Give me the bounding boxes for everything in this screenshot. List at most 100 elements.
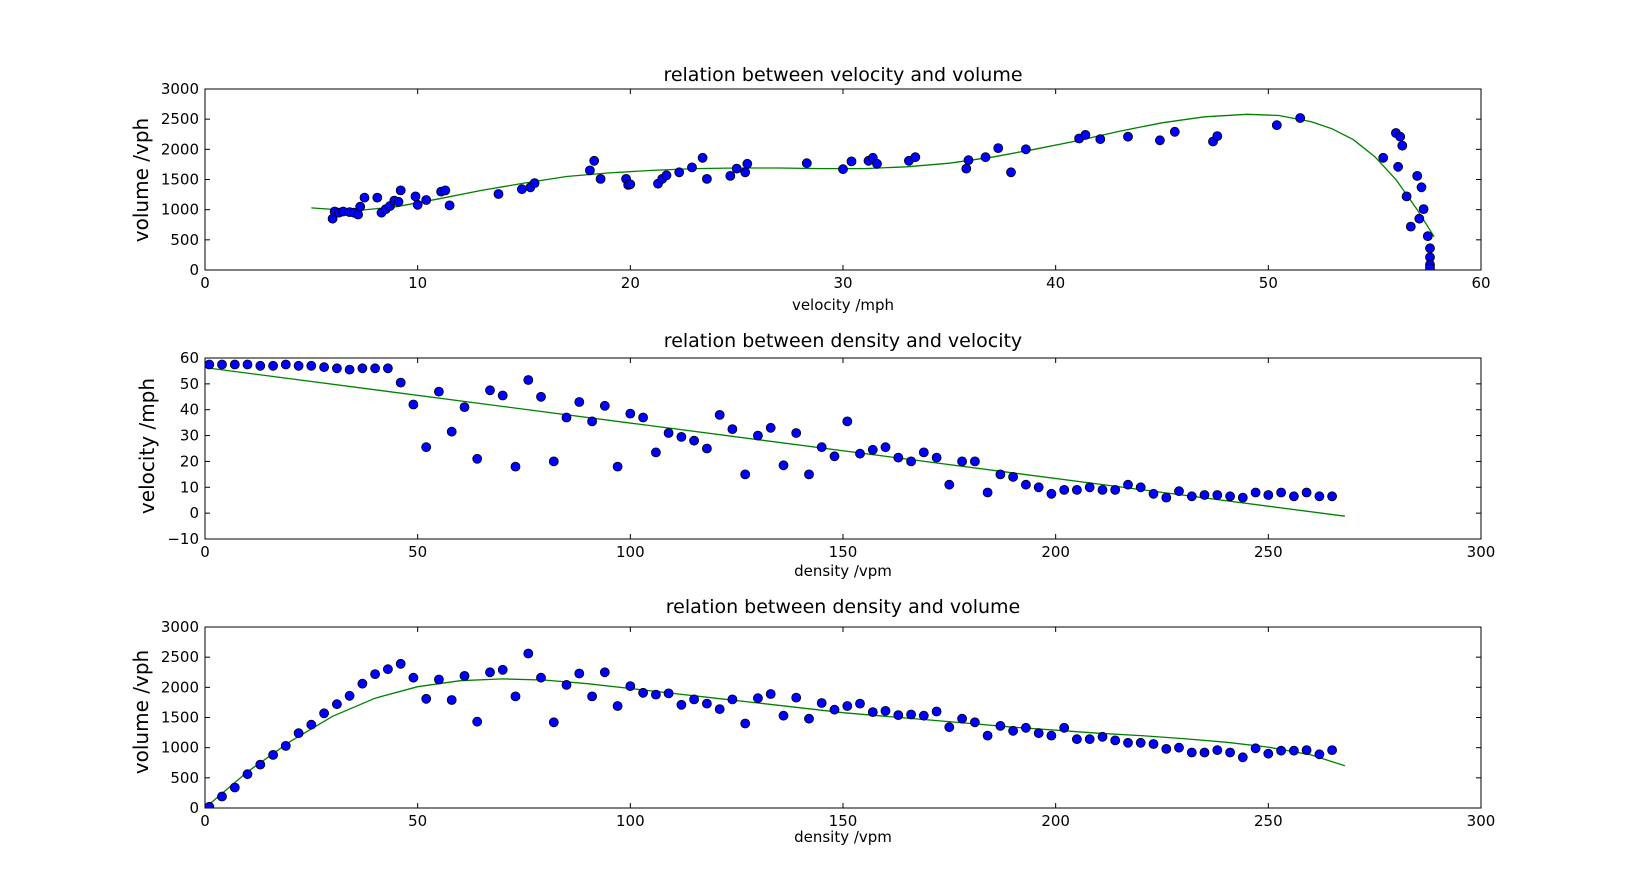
data-point xyxy=(255,360,266,371)
data-point xyxy=(778,460,789,471)
data-point xyxy=(229,782,240,793)
data-point xyxy=(1289,491,1299,502)
data-point xyxy=(585,165,595,176)
y-axis-label: volume /vph xyxy=(129,118,153,242)
data-point xyxy=(1072,484,1082,495)
data-point xyxy=(838,164,848,175)
x-tick-label: 150 xyxy=(829,543,858,561)
data-point xyxy=(816,442,827,453)
data-point xyxy=(459,402,470,413)
y-tick-label: 0 xyxy=(189,504,199,522)
data-point xyxy=(855,448,865,459)
data-point xyxy=(791,692,802,703)
data-point xyxy=(268,360,279,371)
data-point xyxy=(1097,731,1108,742)
data-point xyxy=(1425,263,1435,270)
data-point xyxy=(1148,739,1159,749)
data-point xyxy=(702,698,712,709)
data-point xyxy=(906,709,916,720)
data-point xyxy=(697,152,708,163)
data-point xyxy=(217,359,227,370)
data-point xyxy=(982,730,993,741)
plot-frame xyxy=(204,357,1482,540)
data-point xyxy=(1123,479,1133,490)
data-point xyxy=(370,363,381,374)
data-point xyxy=(1033,482,1044,493)
data-point xyxy=(867,707,878,717)
data-point xyxy=(727,694,738,705)
data-point xyxy=(961,163,972,174)
x-axis-label: density /vpm xyxy=(794,562,892,580)
data-point xyxy=(1225,747,1235,758)
data-point xyxy=(444,200,455,211)
data-point xyxy=(1021,479,1031,490)
data-point xyxy=(1412,170,1423,181)
x-tick-label: 250 xyxy=(1254,812,1283,830)
data-point xyxy=(599,400,610,411)
data-point xyxy=(1006,167,1016,178)
data-point xyxy=(867,444,878,455)
data-point xyxy=(765,689,776,699)
data-point xyxy=(1199,490,1210,500)
data-point xyxy=(589,155,600,166)
data-point xyxy=(574,397,585,407)
data-point xyxy=(1263,748,1274,759)
y-tick-label: 20 xyxy=(180,452,199,470)
y-tick-label: 1000 xyxy=(161,201,199,219)
data-point xyxy=(574,668,585,679)
data-point xyxy=(1271,120,1282,131)
data-point xyxy=(689,694,699,705)
x-tick-label: 30 xyxy=(833,274,852,292)
data-point xyxy=(742,158,753,169)
data-point xyxy=(205,801,215,808)
data-point xyxy=(395,658,406,669)
data-point xyxy=(280,741,291,751)
data-point xyxy=(1008,725,1018,736)
x-tick-label: 20 xyxy=(621,274,640,292)
data-point xyxy=(1186,747,1197,758)
data-point xyxy=(599,667,610,678)
data-point xyxy=(1084,734,1095,745)
data-point xyxy=(872,158,882,169)
data-point xyxy=(1161,492,1172,503)
y-tick-label: 1500 xyxy=(161,709,199,727)
x-tick-label: 200 xyxy=(1041,543,1070,561)
data-point xyxy=(842,701,853,711)
data-point xyxy=(1212,490,1223,500)
data-point xyxy=(829,704,840,715)
data-point xyxy=(268,750,279,760)
data-point xyxy=(714,409,725,420)
data-point xyxy=(205,359,215,370)
data-point xyxy=(493,189,504,199)
data-point xyxy=(561,412,572,423)
x-tick-label: 100 xyxy=(616,812,645,830)
data-point xyxy=(331,699,342,710)
data-point xyxy=(1155,135,1165,146)
data-point xyxy=(497,390,508,401)
data-point xyxy=(702,443,712,454)
data-point xyxy=(1046,730,1057,741)
data-point xyxy=(731,163,742,174)
data-point xyxy=(910,152,921,163)
data-point xyxy=(740,718,751,729)
chart-density-volume: relation between density and volume 0 50 1… xyxy=(129,596,1495,846)
data-point xyxy=(612,701,623,711)
data-point xyxy=(995,469,1006,480)
data-point xyxy=(372,192,383,203)
data-point xyxy=(1046,488,1057,499)
data-point xyxy=(344,690,355,701)
data-point xyxy=(931,706,942,717)
data-point xyxy=(1327,491,1337,502)
x-axis-label: velocity /mph xyxy=(792,296,894,314)
y-tick-label: 10 xyxy=(180,478,199,496)
data-point xyxy=(1123,737,1133,748)
data-point xyxy=(1135,737,1146,748)
x-tick-label: 250 xyxy=(1254,543,1283,561)
data-point xyxy=(625,681,636,691)
data-point xyxy=(995,721,1006,731)
data-point xyxy=(651,689,661,700)
plot-frame xyxy=(204,88,1482,271)
data-point xyxy=(1276,487,1286,498)
data-point xyxy=(1135,482,1146,493)
data-point xyxy=(293,728,304,739)
